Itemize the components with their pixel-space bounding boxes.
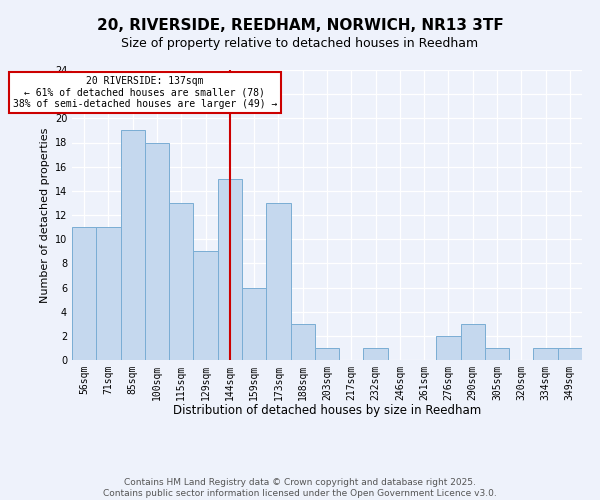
Text: Size of property relative to detached houses in Reedham: Size of property relative to detached ho… — [121, 38, 479, 51]
Bar — [315, 348, 339, 360]
Bar — [169, 203, 193, 360]
Bar — [364, 348, 388, 360]
Bar — [461, 324, 485, 360]
Y-axis label: Number of detached properties: Number of detached properties — [40, 128, 50, 302]
Bar — [558, 348, 582, 360]
Bar — [485, 348, 509, 360]
Text: 20, RIVERSIDE, REEDHAM, NORWICH, NR13 3TF: 20, RIVERSIDE, REEDHAM, NORWICH, NR13 3T… — [97, 18, 503, 32]
Bar — [436, 336, 461, 360]
Bar — [533, 348, 558, 360]
Text: Contains HM Land Registry data © Crown copyright and database right 2025.
Contai: Contains HM Land Registry data © Crown c… — [103, 478, 497, 498]
Bar — [121, 130, 145, 360]
Bar — [145, 142, 169, 360]
Text: 20 RIVERSIDE: 137sqm
← 61% of detached houses are smaller (78)
38% of semi-detac: 20 RIVERSIDE: 137sqm ← 61% of detached h… — [13, 76, 277, 109]
Bar — [266, 203, 290, 360]
Bar — [290, 324, 315, 360]
Bar — [242, 288, 266, 360]
Bar — [218, 179, 242, 360]
Bar — [96, 227, 121, 360]
Bar — [193, 251, 218, 360]
X-axis label: Distribution of detached houses by size in Reedham: Distribution of detached houses by size … — [173, 404, 481, 417]
Bar — [72, 227, 96, 360]
